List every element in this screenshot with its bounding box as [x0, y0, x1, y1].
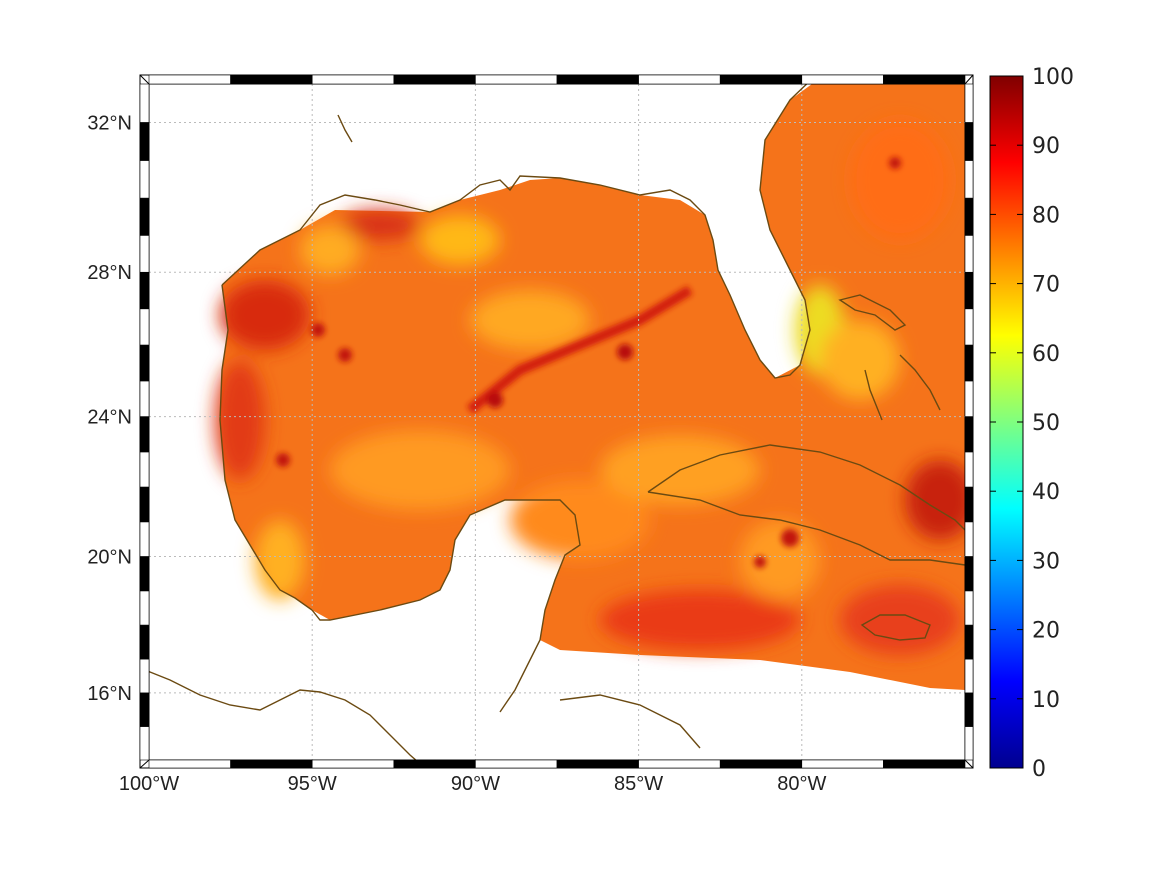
colorbar-tick-label: 100 [1032, 65, 1074, 90]
y-tick-labels: 16°N 20°N 24°N 28°N 32°N [87, 112, 132, 704]
colorbar-tick-label: 50 [1032, 411, 1060, 436]
frame-band-top [311, 74, 395, 85]
frame-band-left [139, 416, 150, 453]
frame-band-left [139, 235, 150, 273]
frame-band-right [964, 521, 974, 557]
frame-band-top [556, 74, 639, 85]
frame-band-right [964, 271, 974, 310]
frame-band-left [139, 624, 150, 660]
frame-band-right [964, 344, 974, 382]
frame-band-right [964, 416, 974, 453]
frame-band-right [964, 692, 974, 727]
frame-band-bottom [311, 759, 395, 769]
coastline [139, 75, 966, 769]
frame-band-right [964, 83, 974, 123]
x-tick-labels: 100°W 95°W 90°W 85°W 80°W [119, 773, 827, 795]
colorbar-tick-label: 90 [1032, 134, 1060, 159]
sst-field [215, 84, 965, 690]
frame-band-right [964, 122, 974, 161]
x-tick-label: 90°W [451, 773, 500, 795]
colorbar-tick-label: 40 [1032, 480, 1060, 505]
frame-band-right [964, 486, 974, 523]
frame-band-top [393, 74, 476, 85]
frame-band-left [139, 590, 150, 626]
y-tick-label: 32°N [87, 112, 132, 134]
frame-band-left [139, 726, 150, 761]
colorbar-tick-label: 10 [1032, 688, 1060, 713]
graticule [149, 84, 965, 760]
frame-band-right [964, 235, 974, 273]
frame-band-top [475, 74, 558, 85]
y-tick-label: 20°N [87, 546, 132, 568]
frame-band-left [139, 658, 150, 694]
frame-band-left [139, 451, 150, 488]
frame-band-left [139, 271, 150, 310]
x-tick-label: 100°W [119, 773, 179, 795]
frame-band-left [139, 556, 150, 592]
frame-band-left [139, 486, 150, 523]
frame-band-right [964, 658, 974, 694]
map-frame [139, 74, 974, 769]
colorbar-tick-label: 30 [1032, 549, 1060, 574]
frame-band-bottom [801, 759, 884, 769]
frame-band-right [964, 451, 974, 488]
frame-band-left [139, 692, 150, 727]
frame-band-left [139, 197, 150, 236]
frame-band-right [964, 590, 974, 626]
x-tick-label: 95°W [288, 773, 337, 795]
frame-band-left [139, 308, 150, 346]
frame-band-right [964, 624, 974, 660]
frame-band-left [139, 380, 150, 417]
frame-band-top [148, 74, 231, 85]
frame-band-bottom [393, 759, 476, 769]
colorbar-tick-label: 80 [1032, 203, 1060, 228]
y-tick-label: 28°N [87, 262, 132, 284]
frame-band-top [883, 74, 966, 85]
frame-band-right [964, 726, 974, 761]
frame-band-bottom [148, 759, 231, 769]
frame-band-right [964, 380, 974, 417]
frame-band-bottom [719, 759, 803, 769]
frame-band-bottom [638, 759, 721, 769]
frame-band-bottom [883, 759, 966, 769]
y-tick-label: 24°N [87, 407, 132, 429]
colorbar-tick-label: 70 [1032, 273, 1060, 298]
frame-band-left [139, 122, 150, 161]
x-tick-label: 80°W [777, 773, 826, 795]
colorbar-tick-label: 60 [1032, 342, 1060, 367]
frame-band-left [139, 160, 150, 199]
frame-band-bottom [475, 759, 558, 769]
frame-band-top [638, 74, 721, 85]
frame-band-bottom [556, 759, 639, 769]
colorbar-tick-label: 0 [1032, 757, 1046, 782]
y-tick-label: 16°N [87, 683, 132, 705]
frame-band-right [964, 308, 974, 346]
frame-band-left [139, 83, 150, 123]
colorbar-tick-label: 20 [1032, 619, 1060, 644]
loop-current-features [276, 157, 901, 568]
x-tick-label: 85°W [614, 773, 663, 795]
frame-band-bottom [230, 759, 313, 769]
frame-band-right [964, 556, 974, 592]
frame-band-right [964, 197, 974, 236]
frame-band-left [139, 344, 150, 382]
frame-band-top [719, 74, 803, 85]
frame-band-left [139, 521, 150, 557]
frame-band-right [964, 160, 974, 199]
frame-band-top [230, 74, 313, 85]
frame-band-top [801, 74, 884, 85]
